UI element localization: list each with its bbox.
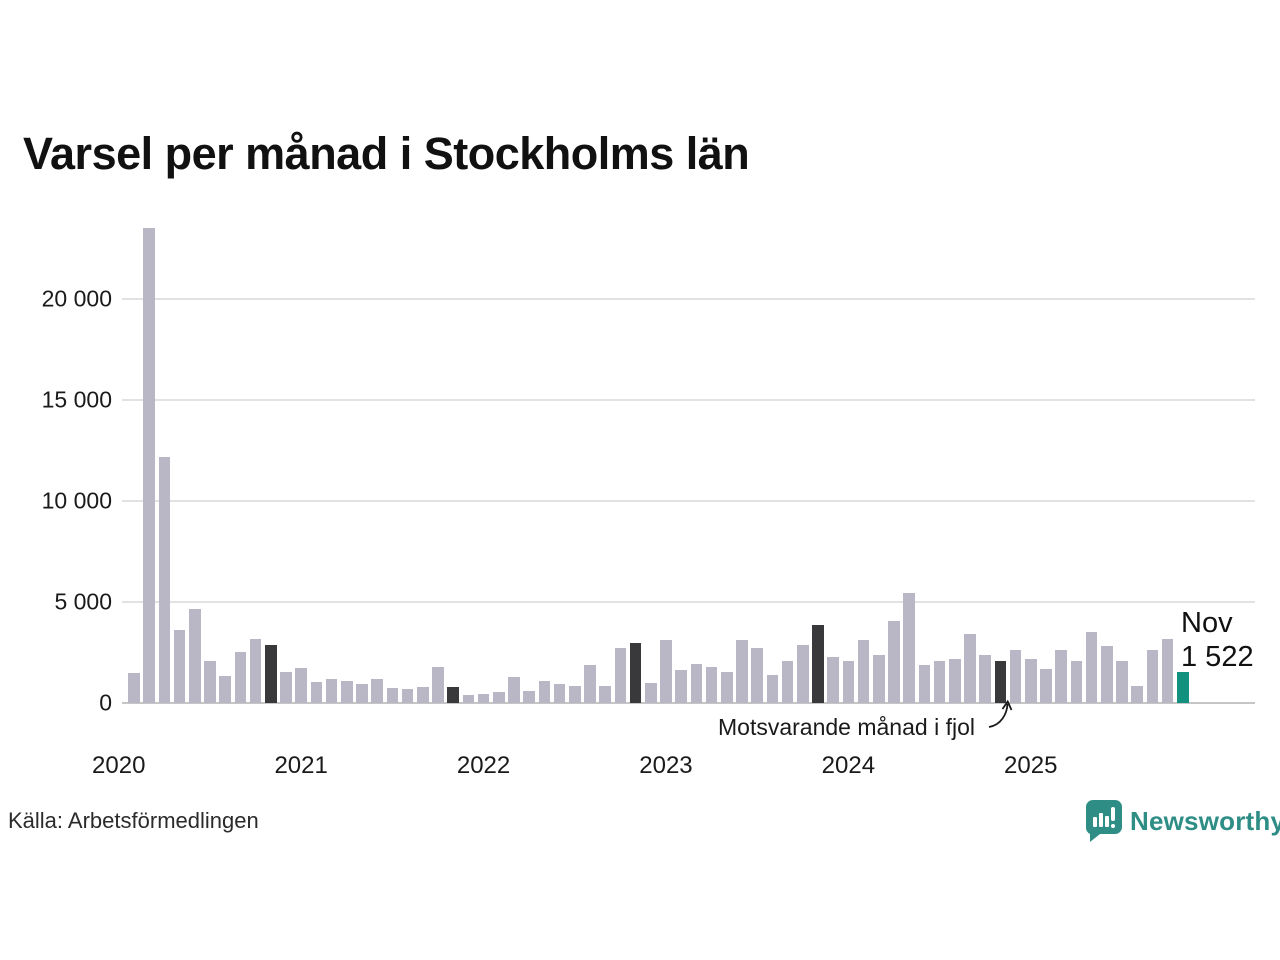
gridline-10000 [122, 500, 1255, 502]
x-axis-year-label-2024: 2024 [821, 752, 876, 779]
bar-2021-12 [462, 695, 475, 703]
bar-2021-09 [417, 687, 429, 703]
y-axis-tick-label: 5 000 [54, 588, 112, 615]
bar-2022-09 [599, 686, 611, 703]
bar-2020-10 [249, 639, 262, 703]
y-axis-tick-label: 10 000 [41, 487, 112, 514]
bar-2020-11 [265, 645, 277, 703]
bar-2020-02 [128, 673, 140, 703]
bar-2024-10 [979, 655, 991, 703]
bar-2023-12 [827, 657, 839, 703]
bar-2020-05 [173, 630, 186, 703]
bar-2022-08 [584, 665, 596, 703]
bar-2021-11 [447, 687, 459, 703]
bar-2024-05 [903, 593, 915, 703]
bar-2023-04 [705, 667, 718, 703]
bar-2023-05 [721, 672, 733, 703]
bar-2025-08 [1131, 686, 1143, 703]
bar-2024-12 [1009, 650, 1022, 703]
bar-2020-04 [158, 457, 171, 703]
bar-2024-09 [964, 634, 976, 703]
x-axis-year-label-2023: 2023 [639, 752, 693, 779]
bar-2023-11 [812, 625, 824, 703]
bar-2025-03 [1055, 650, 1067, 703]
bar-2025-09 [1146, 650, 1159, 703]
bar-2022-01 [477, 694, 490, 703]
bar-2025-02 [1040, 669, 1052, 703]
current-month-value-label: Nov 1 522 [1181, 606, 1254, 674]
y-axis-tick-label: 0 [99, 689, 112, 716]
bar-2022-10 [614, 648, 627, 703]
y-axis-tick-label: 15 000 [41, 386, 112, 413]
bar-2022-12 [645, 683, 657, 703]
newsworthy-logo: Newsworthy [1086, 800, 1280, 842]
gridline-20000 [122, 298, 1255, 300]
bar-2021-07 [386, 688, 399, 703]
bar-2020-09 [234, 652, 247, 703]
bar-2022-07 [569, 686, 581, 703]
bar-2021-06 [371, 679, 383, 703]
bar-2025-01 [1025, 659, 1037, 703]
bar-2025-11 [1177, 672, 1189, 703]
bar-2024-01 [842, 661, 855, 703]
bar-2025-04 [1070, 661, 1083, 703]
bar-2023-01 [660, 640, 672, 703]
bar-2023-03 [690, 664, 703, 703]
bar-2022-05 [538, 681, 551, 703]
bar-2025-06 [1101, 646, 1113, 703]
bar-2023-09 [781, 661, 794, 703]
bar-2020-06 [189, 609, 201, 703]
bar-2023-08 [766, 675, 779, 703]
bar-2024-11 [994, 661, 1007, 703]
bar-2025-05 [1085, 632, 1098, 703]
bar-2021-05 [356, 684, 368, 703]
newsworthy-wordmark: Newsworthy [1130, 805, 1280, 836]
x-axis-year-label-2022: 2022 [456, 752, 511, 779]
bar-2021-02 [310, 682, 323, 703]
bar-2024-04 [888, 621, 900, 703]
bar-2024-03 [873, 655, 885, 703]
bar-2022-11 [629, 643, 642, 703]
x-axis-year-label-2020: 2020 [92, 752, 146, 779]
bar-2022-03 [508, 677, 520, 703]
bar-2020-08 [219, 676, 231, 703]
bar-2024-06 [918, 665, 931, 703]
page-title: Varsel per månad i Stockholms län [23, 128, 750, 179]
bar-2022-02 [493, 692, 505, 703]
current-month-name: Nov [1181, 607, 1233, 639]
source-note: Källa: Arbetsförmedlingen [8, 808, 259, 833]
bar-2021-08 [401, 689, 414, 703]
annotation-arrow-icon [988, 699, 1013, 728]
newsworthy-speech-bubble-chart-icon [1086, 800, 1122, 842]
bar-2023-02 [675, 670, 687, 703]
gridline-15000 [122, 399, 1255, 401]
x-axis-year-label-2021: 2021 [274, 752, 328, 779]
bar-2023-10 [797, 645, 809, 703]
bar-2023-07 [751, 648, 763, 703]
bar-2021-01 [295, 668, 307, 703]
bar-2020-03 [143, 228, 155, 703]
bar-2023-06 [736, 640, 748, 703]
bar-2021-10 [432, 667, 444, 703]
bar-2024-07 [933, 661, 946, 703]
bar-2021-03 [325, 679, 338, 703]
bar-2022-06 [553, 684, 566, 703]
current-month-value: 1 522 [1181, 641, 1254, 673]
bar-2025-07 [1116, 661, 1128, 703]
y-axis-tick-label: 20 000 [41, 285, 112, 312]
x-axis-year-label-2025: 2025 [1004, 752, 1058, 779]
bar-2022-04 [523, 691, 535, 703]
gridline-5000 [122, 601, 1255, 603]
gridline-0 [122, 702, 1255, 704]
bar-2021-04 [341, 681, 353, 703]
bar-2025-10 [1161, 639, 1174, 703]
bar-2020-07 [204, 661, 216, 703]
bar-2024-02 [857, 640, 870, 703]
annotation-motsvarande-manad: Motsvarande månad i fjol [718, 714, 975, 740]
bar-2024-08 [949, 659, 961, 703]
bar-2020-12 [280, 672, 292, 703]
